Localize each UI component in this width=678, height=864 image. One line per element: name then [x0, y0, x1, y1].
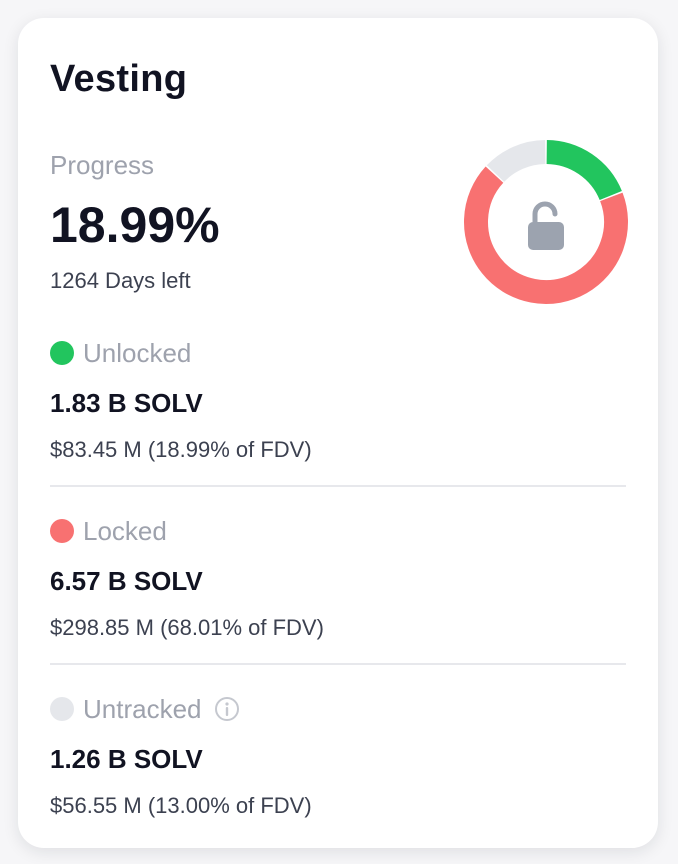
divider	[50, 485, 626, 487]
card-title: Vesting	[50, 58, 188, 100]
donut-segment-unlocked	[546, 140, 622, 201]
locked-dot	[50, 519, 74, 543]
unlocked-amount: 1.83 B SOLV	[50, 388, 203, 418]
progress-value: 18.99%	[50, 197, 220, 253]
divider	[50, 663, 626, 665]
unlocked-usd-value: $83.45 M (18.99% of FDV)	[50, 437, 312, 462]
locked-section: Locked 6.57 B SOLV $298.85 M (68.01% of …	[50, 515, 626, 640]
unlocked-padlock-icon	[528, 201, 564, 250]
untracked-amount: 1.26 B SOLV	[50, 744, 203, 774]
donut-segments	[464, 140, 628, 304]
untracked-dot	[50, 697, 74, 721]
progress-label: Progress	[50, 150, 155, 180]
untracked-label: Untracked	[83, 693, 202, 724]
donut-segment-untracked	[486, 140, 546, 183]
days-left: 1264 Days left	[50, 268, 191, 293]
locked-usd-value: $298.85 M (68.01% of FDV)	[50, 615, 324, 640]
untracked-section: Untracked 1.26 B SOLV $56.55 M (13.00% o…	[50, 693, 626, 818]
unlocked-dot	[50, 341, 74, 365]
vesting-donut-chart	[464, 140, 628, 304]
untracked-usd-value: $56.55 M (13.00% of FDV)	[50, 793, 312, 818]
unlocked-label: Unlocked	[83, 337, 192, 368]
unlocked-section: Unlocked 1.83 B SOLV $83.45 M (18.99% of…	[50, 337, 626, 462]
donut-segment-locked	[464, 166, 628, 304]
locked-amount: 6.57 B SOLV	[50, 566, 203, 596]
locked-label: Locked	[83, 515, 167, 546]
vesting-card: Vesting Progress 18.99% 1264 Days left U…	[18, 18, 658, 848]
info-icon[interactable]	[214, 696, 240, 722]
